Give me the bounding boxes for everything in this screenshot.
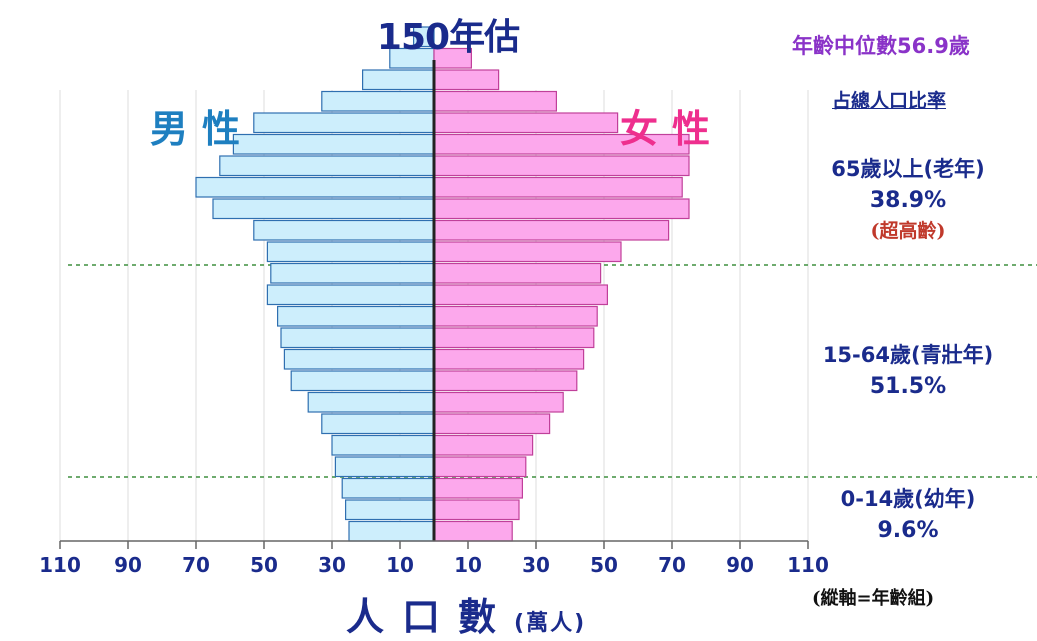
female-bar bbox=[433, 305, 598, 327]
x-tick-labels: 110 90 70 50 30 10 10 30 50 70 90 110 bbox=[39, 553, 829, 577]
group-elderly-label: 65歲以上(老年) bbox=[831, 157, 985, 181]
male-bar bbox=[212, 198, 435, 220]
male-bar bbox=[219, 155, 435, 177]
x-axis-unit: (萬人) bbox=[514, 611, 587, 636]
x-tick-label: 30 bbox=[522, 553, 550, 577]
female-bar bbox=[433, 456, 527, 478]
male-series-label: 男性 bbox=[150, 106, 255, 151]
female-bar bbox=[433, 499, 520, 521]
male-bar bbox=[307, 391, 435, 413]
male-bar bbox=[253, 112, 435, 134]
female-bar bbox=[433, 348, 585, 370]
x-axis-title: 人口數(萬人) bbox=[346, 586, 586, 641]
x-tick-label: 50 bbox=[250, 553, 278, 577]
male-bar bbox=[331, 434, 435, 456]
group-elderly: 65歲以上(老年) 38.9% (超高齡) bbox=[798, 154, 1018, 247]
x-tick-label: 50 bbox=[590, 553, 618, 577]
male-bar bbox=[413, 26, 435, 48]
median-age-text: 年齡中位數56.9歲 bbox=[792, 34, 970, 58]
female-bar bbox=[433, 370, 578, 392]
female-bar bbox=[433, 155, 690, 177]
x-tick-label: 90 bbox=[726, 553, 754, 577]
group-working-label: 15-64歲(青壯年) bbox=[822, 343, 994, 367]
x-tick-label: 10 bbox=[386, 553, 414, 577]
male-bar bbox=[321, 413, 435, 435]
male-bar bbox=[253, 219, 435, 241]
x-tick-label: 110 bbox=[787, 553, 829, 577]
female-bar bbox=[433, 413, 551, 435]
female-bar bbox=[433, 520, 513, 542]
x-axis-title-text: 人口數 bbox=[346, 595, 515, 639]
female-series-label: 女性 bbox=[620, 106, 725, 151]
x-tick-label: 70 bbox=[658, 553, 686, 577]
male-bar bbox=[266, 284, 435, 306]
male-bar bbox=[290, 370, 435, 392]
female-bar bbox=[433, 112, 619, 134]
x-axis bbox=[59, 60, 809, 549]
x-tick-label: 110 bbox=[39, 553, 81, 577]
male-bar bbox=[283, 348, 435, 370]
male-bar bbox=[334, 456, 435, 478]
female-bar bbox=[433, 284, 608, 306]
male-bar bbox=[232, 133, 435, 155]
group-working-age: 15-64歲(青壯年) 51.5% bbox=[798, 340, 1018, 402]
male-bar bbox=[345, 499, 435, 521]
male-bar bbox=[277, 305, 435, 327]
group-young-label: 0-14歲(幼年) bbox=[840, 487, 976, 511]
x-tick-label: 30 bbox=[318, 553, 346, 577]
group-elderly-value: 38.9% bbox=[869, 188, 947, 213]
age-group-dividers bbox=[68, 264, 1037, 478]
male-bar bbox=[266, 241, 435, 263]
female-bar bbox=[433, 176, 683, 198]
female-bar bbox=[433, 47, 473, 69]
female-bar bbox=[433, 262, 602, 284]
group-young: 0-14歲(幼年) 9.6% bbox=[798, 484, 1018, 546]
chart-title: 150年估 bbox=[376, 17, 520, 58]
female-bar bbox=[433, 241, 622, 263]
male-bar bbox=[280, 327, 435, 349]
y-axis-note: (縱軸=年齡組) bbox=[812, 588, 935, 609]
female-bar bbox=[433, 219, 670, 241]
x-tick-label: 10 bbox=[454, 553, 482, 577]
female-bar bbox=[433, 477, 524, 499]
x-tick-label: 70 bbox=[182, 553, 210, 577]
male-bar bbox=[270, 262, 435, 284]
female-bar bbox=[433, 327, 595, 349]
female-bar bbox=[433, 90, 558, 112]
group-young-value: 9.6% bbox=[877, 518, 939, 543]
male-bar bbox=[321, 90, 435, 112]
male-bar bbox=[348, 520, 435, 542]
female-bar bbox=[433, 69, 500, 91]
bars-group bbox=[195, 26, 690, 542]
female-bar bbox=[433, 434, 534, 456]
male-bar bbox=[362, 69, 435, 91]
male-bar bbox=[341, 477, 435, 499]
female-bar bbox=[433, 391, 564, 413]
female-bar bbox=[433, 198, 690, 220]
super-aged-note: (超高齡) bbox=[870, 220, 946, 242]
share-heading: 占總人口比率 bbox=[832, 90, 947, 112]
x-tick-label: 90 bbox=[114, 553, 142, 577]
male-bar bbox=[195, 176, 435, 198]
group-working-value: 51.5% bbox=[869, 374, 947, 399]
